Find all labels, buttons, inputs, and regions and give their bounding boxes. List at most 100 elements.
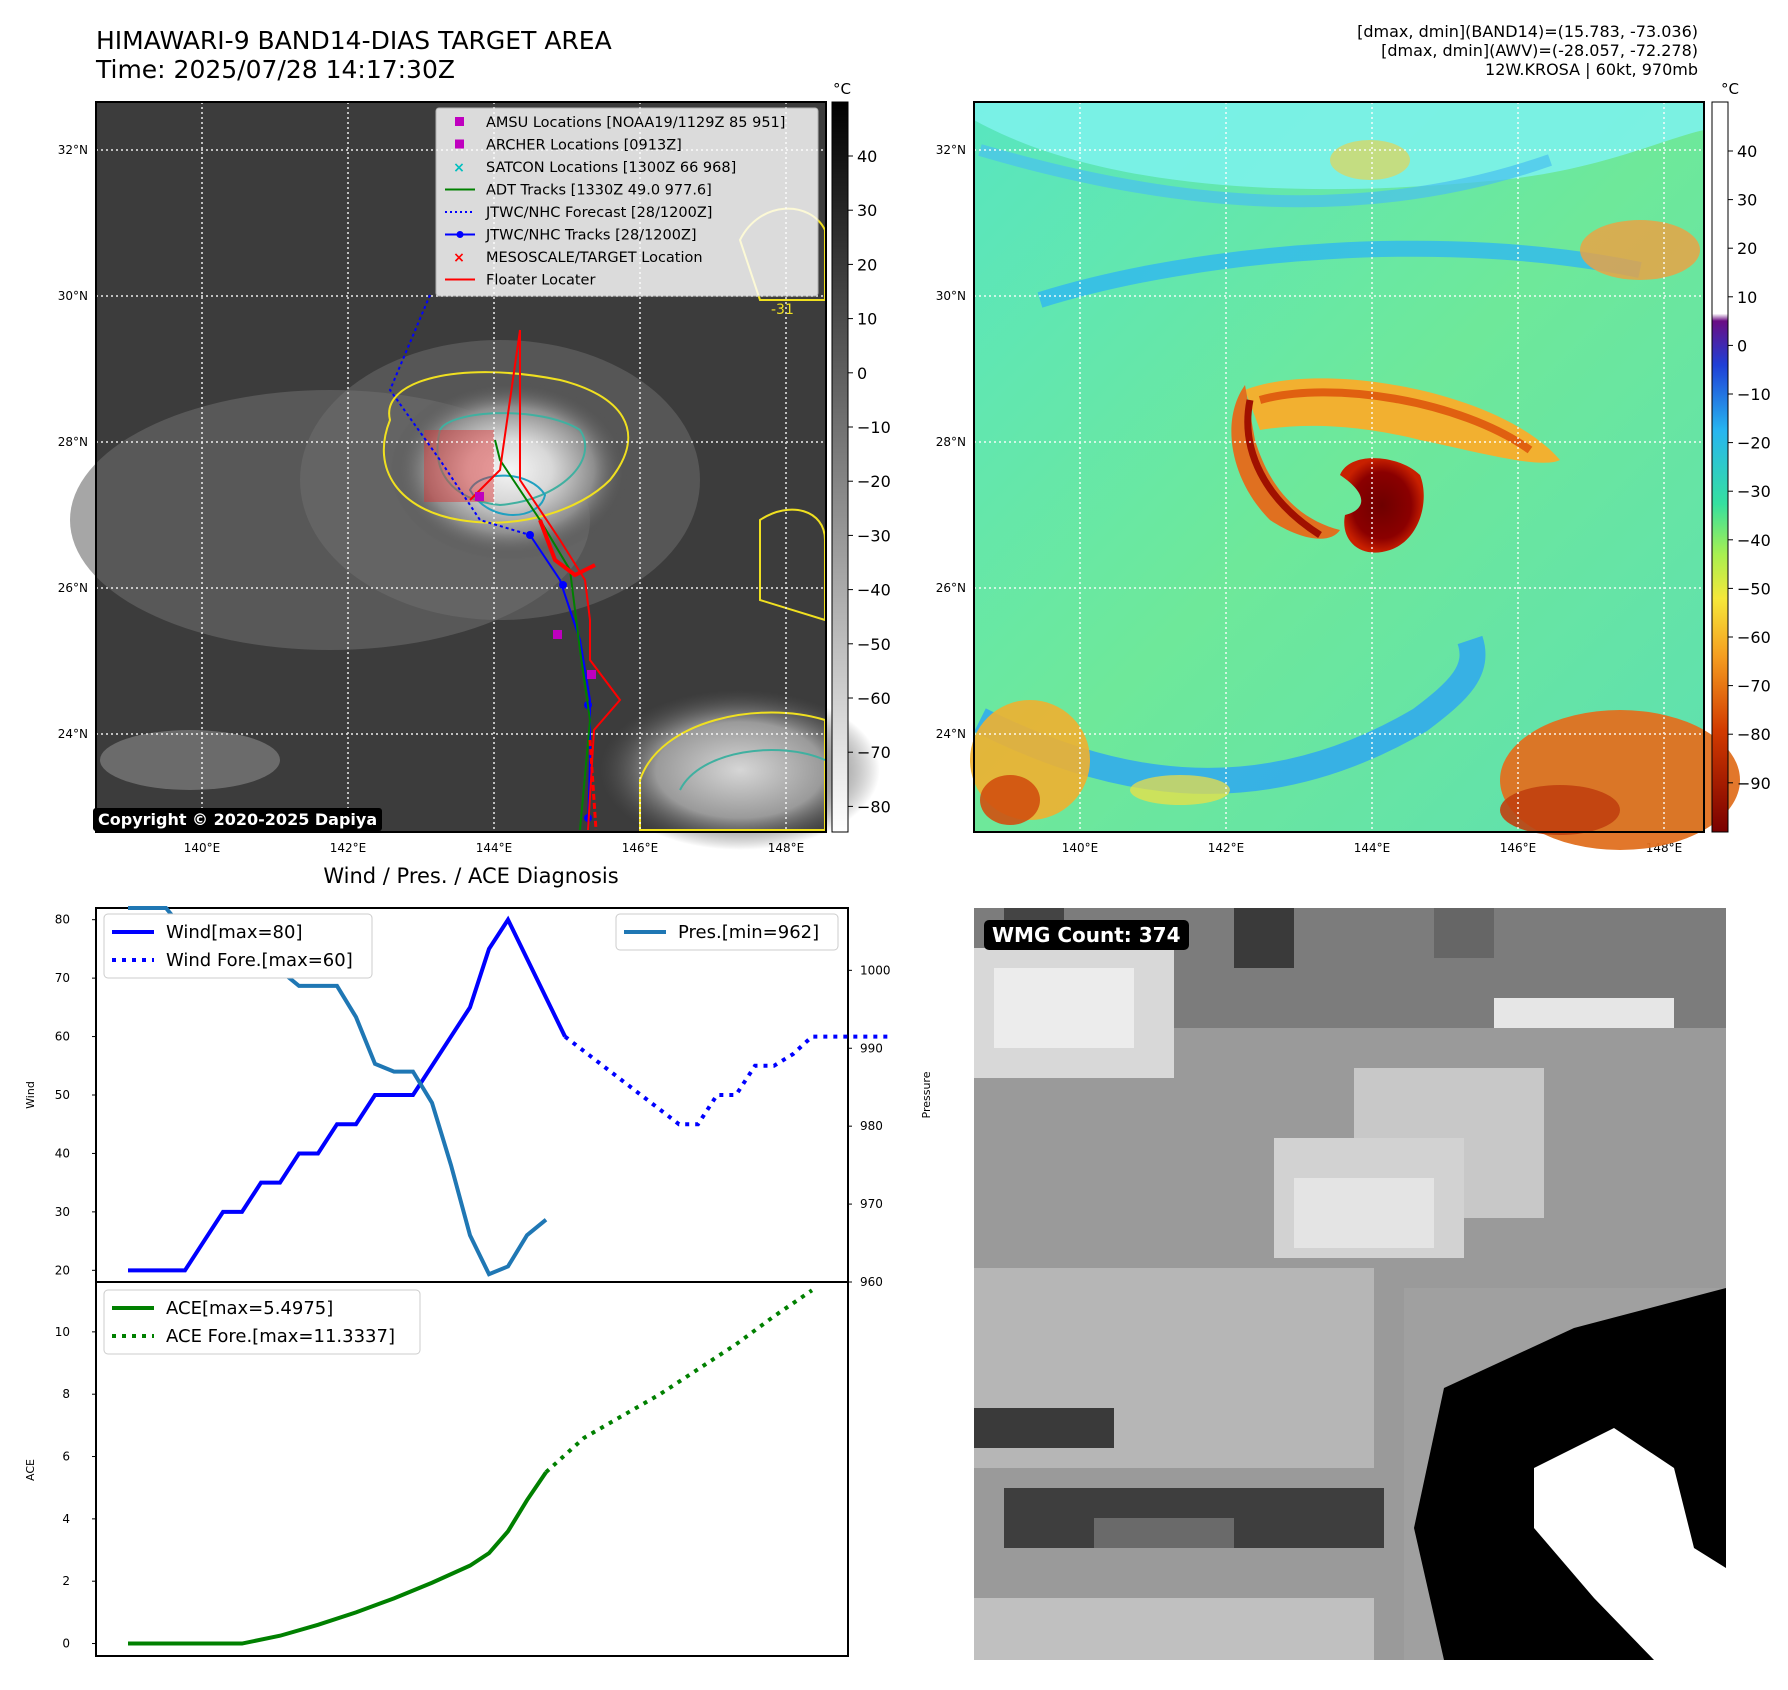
wind-forecast-line (563, 1034, 888, 1127)
wind-ytick-label: 40 (55, 1146, 70, 1160)
copyright-badge: Copyright © 2020-2025 Dapiya (93, 808, 383, 831)
colorbar-left: °C 40 30 20 10 0 −10 −20 −30 −40 −50 −60 −70 −80 (831, 80, 891, 833)
legend-label: Pres.[min=962] (678, 922, 819, 943)
ace-ytick-label: 8 (62, 1387, 70, 1401)
colorbar-tick-label: −90 (1737, 774, 1771, 793)
ace-ylabel: ACE (24, 1459, 37, 1481)
colorbar-right-unit: °C (1721, 80, 1739, 98)
colorbar-tick-label: 20 (857, 255, 877, 274)
wind-ylabel: Wind (24, 1081, 37, 1109)
lat-label: 28°N (936, 435, 966, 449)
lat-lon-labels: 32°N 30°N 28°N 26°N 24°N 140°E 142°E 144°E 146°E… (58, 143, 1683, 855)
pressure-ytick-label: 990 (860, 1041, 883, 1055)
lon-label: 146°E (1500, 841, 1537, 855)
colorbar-tick-label: −30 (1737, 482, 1771, 501)
legend-item: ARCHER Locations [0913Z] (455, 138, 682, 154)
title-line2: Time: 2025/07/28 14:17:30Z (96, 55, 455, 84)
legend-marker-square (455, 117, 464, 126)
ir-map-panel: -31 AMSU Locations [NOAA19/1129Z 85 951]… (58, 80, 1771, 855)
chart-legend: ACE[max=5.4975] ACE Fore.[max=11.3337] (103, 1289, 421, 1355)
info-line1: [dmax, dmin](BAND14)=(15.783, -73.036) (1357, 22, 1698, 41)
legend-label: JTWC/NHC Tracks [28/1200Z] (485, 228, 697, 244)
diagnosis-charts: Wind Pressure ACE 2030405060708096097098… (24, 906, 933, 1657)
lon-label: 142°E (330, 841, 367, 855)
ace-ytick-label: 0 (62, 1637, 70, 1651)
lat-label: 24°N (936, 727, 966, 741)
colorbar-tick-label: 40 (1737, 142, 1757, 161)
legend-item: JTWC/NHC Tracks [28/1200Z] (445, 228, 697, 244)
figure-title: HIMAWARI-9 BAND14-DIAS TARGET AREA Time:… (96, 26, 612, 84)
lat-label: 30°N (58, 289, 88, 303)
colorbar-tick-label: 20 (1737, 239, 1757, 258)
contour-label: -31 (771, 302, 794, 318)
legend-marker-square (455, 139, 464, 149)
chart-legend: Wind[max=80] Wind Fore.[max=60] (103, 913, 373, 979)
colorbar-tick-label: −40 (1737, 531, 1771, 550)
info-line2: [dmax, dmin](AWV)=(-28.057, -72.278) (1381, 41, 1698, 60)
legend-label: MESOSCALE/TARGET Location (486, 250, 703, 266)
colorbar-tick-label: −40 (857, 581, 891, 600)
legend-label: SATCON Locations [1300Z 66 968] (486, 160, 736, 176)
legend-item: JTWC/NHC Forecast [28/1200Z] (445, 205, 712, 221)
legend-item: ADT Tracks [1330Z 49.0 977.6] (445, 183, 712, 199)
lat-label: 28°N (58, 435, 88, 449)
colorbar-tick-label: 30 (1737, 191, 1757, 210)
colorbar-left-unit: °C (833, 80, 851, 98)
colorbar-tick-label: 10 (857, 310, 877, 329)
legend-item: AMSU Locations [NOAA19/1129Z 85 951] (455, 115, 785, 131)
wind-ytick-label: 50 (55, 1088, 70, 1102)
wind-series-line (128, 915, 567, 1273)
colorbar-tick-label: −80 (1737, 725, 1771, 744)
pressure-ytick-label: 960 (860, 1275, 883, 1289)
legend-marker-x: × (453, 250, 465, 266)
legend-label: ARCHER Locations [0913Z] (486, 138, 682, 154)
legend-marker-dot (456, 231, 464, 238)
lat-label: 26°N (936, 581, 966, 595)
ace-series-line (128, 1471, 548, 1646)
legend-label: ACE Fore.[max=11.3337] (166, 1326, 395, 1347)
legend-label: AMSU Locations [NOAA19/1129Z 85 951] (486, 115, 785, 131)
ace-ytick-label: 6 (62, 1450, 70, 1464)
legend-item: × SATCON Locations [1300Z 66 968] (453, 160, 736, 176)
wmg-count-badge: WMG Count: 374 (984, 920, 1189, 950)
wind-ytick-label: 30 (55, 1205, 70, 1219)
lat-label: 30°N (936, 289, 966, 303)
colorbar-tick-label: 0 (1737, 336, 1747, 355)
colorbar-tick-label: −30 (857, 526, 891, 545)
pressure-ytick-label: 980 (860, 1119, 883, 1133)
colorbar-tick-label: −20 (1737, 434, 1771, 453)
legend-label: Wind Fore.[max=60] (166, 950, 353, 971)
colorbar-tick-label: 30 (857, 201, 877, 220)
wind-ytick-label: 60 (55, 1030, 70, 1044)
colorbar-tick-label: −70 (1737, 677, 1771, 696)
legend-item: Floater Locater (445, 273, 595, 289)
colorbar-tick-label: −60 (1737, 628, 1771, 647)
wind-ytick-label: 70 (55, 971, 70, 985)
legend-label: Floater Locater (486, 273, 595, 289)
colorbar-tick-label: 10 (1737, 288, 1757, 307)
pressure-ytick-label: 970 (860, 1197, 883, 1211)
storm-info: [dmax, dmin](BAND14)=(15.783, -73.036) [… (1357, 22, 1698, 79)
colorbar-tick-label: −50 (857, 635, 891, 654)
map-legend: AMSU Locations [NOAA19/1129Z 85 951] ARCH… (435, 107, 819, 297)
legend-label: Wind[max=80] (166, 922, 303, 943)
lon-label: 144°E (476, 841, 513, 855)
colorbar-tick-label: −50 (1737, 579, 1771, 598)
lon-label: 144°E (1354, 841, 1391, 855)
legend-marker-x: × (453, 160, 465, 176)
colorbar-right: °C 40 30 20 10 0 −10 −20 −30 −40 −50 −60 −70 −80 −90 (1711, 80, 1771, 833)
lon-label: 140°E (1062, 841, 1099, 855)
lon-label: 142°E (1208, 841, 1245, 855)
legend-label: ACE[max=5.4975] (166, 1298, 333, 1319)
colorbar-tick-label: −80 (857, 797, 891, 816)
colorbar-tick-label: −20 (857, 472, 891, 491)
legend-label: ADT Tracks [1330Z 49.0 977.6] (486, 183, 712, 199)
info-line3: 12W.KROSA | 60kt, 970mb (1485, 60, 1698, 79)
colorbar-tick-label: −10 (1737, 385, 1771, 404)
diagnosis-title: Wind / Pres. / ACE Diagnosis (323, 864, 619, 888)
lat-label: 26°N (58, 581, 88, 595)
colorbar-tick-label: −10 (857, 418, 891, 437)
ace-forecast-line (544, 1288, 814, 1474)
colorbar-tick-label: 0 (857, 364, 867, 383)
title-line1: HIMAWARI-9 BAND14-DIAS TARGET AREA (96, 26, 612, 55)
